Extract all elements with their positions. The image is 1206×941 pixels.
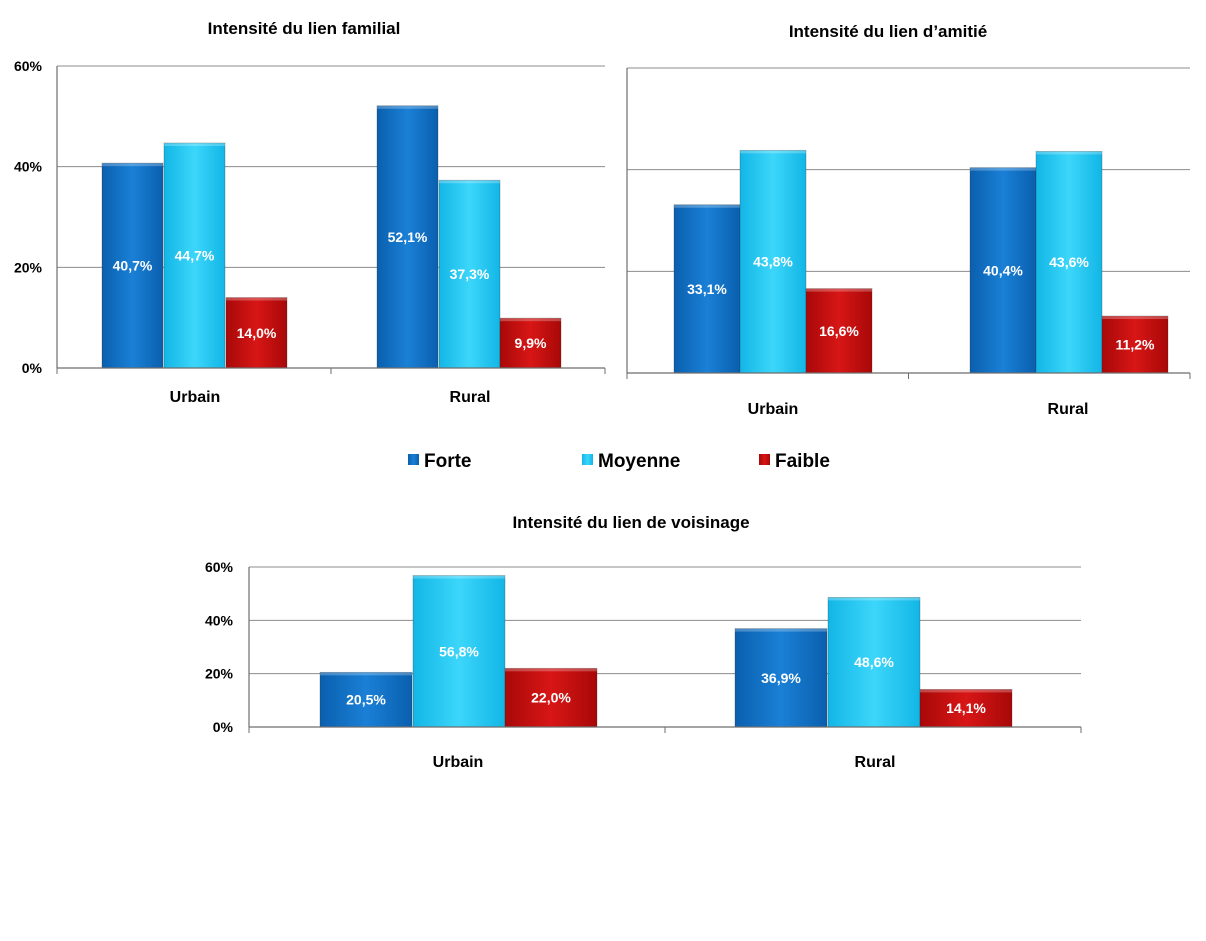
- chart-title: Intensité du lien de voisinage: [512, 513, 749, 532]
- bar-moyenne: [412, 575, 506, 728]
- category-label: Urbain: [748, 401, 799, 418]
- bar-highlight: [413, 575, 505, 579]
- chart-lien-voisinage: Intensité du lien de voisinage 20,5% 36,9…: [205, 513, 1082, 771]
- bar-moyenne: [827, 597, 921, 728]
- bar-moyenne: [163, 142, 226, 369]
- data-label: 9,9%: [515, 335, 547, 351]
- bar-highlight: [740, 150, 806, 154]
- category-label: Rural: [450, 389, 491, 406]
- y-tick-label: 0%: [22, 360, 43, 376]
- data-label: 20,5%: [346, 692, 386, 708]
- legend-label-faible: Faible: [775, 451, 830, 472]
- bar-faible: [805, 288, 873, 374]
- data-label: 11,2%: [1116, 337, 1155, 353]
- data-label: 14,1%: [946, 700, 986, 716]
- data-label: 36,9%: [761, 670, 801, 686]
- bar-highlight: [320, 672, 412, 676]
- legend-label-moyenne: Moyenne: [598, 451, 680, 472]
- data-label: 16,6%: [819, 323, 859, 339]
- bar-forte: [673, 204, 741, 374]
- y-tick-label: 40%: [14, 159, 43, 175]
- bar-highlight: [500, 318, 561, 322]
- chart-lien-familial: Intensité du lien familial 40,7% 52,1% 44,…: [14, 19, 606, 406]
- legend-label-forte: Forte: [424, 451, 472, 472]
- category-label: Rural: [1048, 401, 1089, 418]
- data-label: 44,7%: [175, 248, 215, 264]
- legend-swatch-forte: [408, 454, 419, 465]
- bar-forte: [319, 671, 413, 728]
- bar-faible: [504, 667, 598, 728]
- bar-highlight: [920, 689, 1012, 693]
- bar-highlight: [377, 105, 438, 109]
- bar-highlight: [806, 288, 872, 292]
- y-tick-label: 20%: [205, 666, 234, 682]
- category-label: Urbain: [433, 754, 484, 771]
- bar-highlight: [735, 628, 827, 632]
- bar-highlight: [226, 297, 287, 301]
- data-label: 40,4%: [983, 262, 1023, 278]
- data-label: 33,1%: [687, 281, 727, 297]
- bar-highlight: [505, 668, 597, 672]
- y-tick-label: 0%: [213, 719, 234, 735]
- bar-faible: [919, 689, 1013, 728]
- legend-swatch-faible: [759, 454, 770, 465]
- bar-highlight: [970, 167, 1036, 171]
- data-label: 43,8%: [753, 254, 793, 270]
- bar-highlight: [439, 180, 500, 184]
- bar-highlight: [674, 204, 740, 208]
- legend: Forte Moyenne Faible: [408, 451, 830, 472]
- bar-forte: [101, 162, 164, 369]
- data-label: 48,6%: [854, 654, 894, 670]
- data-label: 56,8%: [439, 643, 479, 659]
- chart-title: Intensité du lien familial: [208, 19, 401, 38]
- y-tick-label: 20%: [14, 259, 43, 275]
- bar-moyenne: [438, 179, 501, 369]
- category-label: Urbain: [170, 389, 221, 406]
- chart-title: Intensité du lien d’amitié: [789, 22, 987, 41]
- chart-lien-amitie: Intensité du lien d’amitié 33,1% 40,4% 43,…: [626, 22, 1191, 418]
- y-tick-label: 60%: [205, 559, 234, 575]
- data-label: 14,0%: [237, 325, 277, 341]
- data-label: 43,6%: [1049, 254, 1089, 270]
- category-label: Rural: [855, 754, 896, 771]
- bar-faible: [1101, 315, 1169, 374]
- data-label: 37,3%: [450, 266, 490, 282]
- bar-highlight: [102, 163, 163, 167]
- bar-moyenne: [739, 149, 807, 374]
- data-label: 22,0%: [531, 690, 571, 706]
- bar-moyenne: [1035, 150, 1103, 374]
- bar-forte: [734, 628, 828, 728]
- y-tick-label: 60%: [14, 58, 43, 74]
- legend-swatch-moyenne: [582, 454, 593, 465]
- bar-highlight: [164, 143, 225, 147]
- y-tick-label: 40%: [205, 612, 234, 628]
- bar-highlight: [828, 597, 920, 601]
- bar-highlight: [1102, 316, 1168, 320]
- bar-forte: [376, 105, 439, 369]
- data-label: 52,1%: [388, 229, 428, 245]
- data-label: 40,7%: [113, 258, 153, 274]
- bar-highlight: [1036, 151, 1102, 155]
